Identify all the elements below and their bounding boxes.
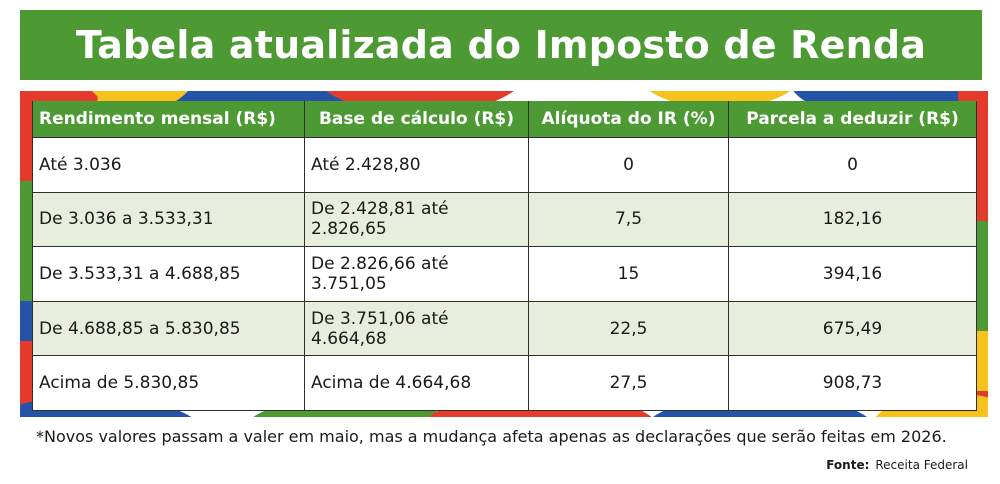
cell-tax-rate: 27,5 — [528, 355, 729, 411]
cell-monthly-income: De 3.533,31 a 4.688,85 — [32, 246, 305, 302]
cell-deduction: 394,16 — [728, 246, 977, 302]
cell-calculation-base: Até 2.428,80 — [304, 137, 529, 193]
cell-deduction: 0 — [728, 137, 977, 193]
cell-calculation-base: De 2.826,66 até 3.751,05 — [304, 246, 529, 302]
cell-deduction: 908,73 — [728, 355, 977, 411]
cell-monthly-income: Até 3.036 — [32, 137, 305, 193]
table-row: De 3.036 a 3.533,31 De 2.428,81 até 2.82… — [32, 191, 977, 248]
cell-deduction: 675,49 — [728, 300, 977, 357]
header-monthly-income: Rendimento mensal (R$) — [32, 101, 305, 138]
table-frame: Rendimento mensal (R$) Base de cálculo (… — [20, 91, 988, 417]
cell-tax-rate: 15 — [528, 246, 729, 302]
cell-monthly-income: Acima de 5.830,85 — [32, 355, 305, 411]
title-banner: Tabela atualizada do Imposto de Renda — [20, 10, 982, 80]
header-calculation-base: Base de cálculo (R$) — [304, 101, 529, 138]
page-title: Tabela atualizada do Imposto de Renda — [75, 23, 927, 67]
cell-tax-rate: 22,5 — [528, 300, 729, 357]
table-row: Até 3.036 Até 2.428,80 0 0 — [32, 137, 977, 193]
header-deduction: Parcela a deduzir (R$) — [728, 101, 977, 138]
cell-calculation-base: De 3.751,06 até 4.664,68 — [304, 300, 529, 357]
header-tax-rate: Alíquota do IR (%) — [528, 101, 729, 138]
source-label: Fonte: — [826, 458, 870, 472]
table-row: De 3.533,31 a 4.688,85 De 2.826,66 até 3… — [32, 246, 977, 302]
source-credit: Fonte: Receita Federal — [826, 458, 968, 472]
cell-calculation-base: De 2.428,81 até 2.826,65 — [304, 191, 529, 248]
cell-calculation-base: Acima de 4.664,68 — [304, 355, 529, 411]
table-header-row: Rendimento mensal (R$) Base de cálculo (… — [32, 101, 977, 138]
income-tax-table: Rendimento mensal (R$) Base de cálculo (… — [32, 101, 977, 411]
cell-tax-rate: 7,5 — [528, 191, 729, 248]
cell-tax-rate: 0 — [528, 137, 729, 193]
table-row: De 4.688,85 a 5.830,85 De 3.751,06 até 4… — [32, 300, 977, 357]
cell-monthly-income: De 3.036 a 3.533,31 — [32, 191, 305, 248]
source-value: Receita Federal — [875, 458, 968, 472]
cell-deduction: 182,16 — [728, 191, 977, 248]
cell-monthly-income: De 4.688,85 a 5.830,85 — [32, 300, 305, 357]
table-row: Acima de 5.830,85 Acima de 4.664,68 27,5… — [32, 355, 977, 411]
footnote: *Novos valores passam a valer em maio, m… — [36, 427, 947, 446]
